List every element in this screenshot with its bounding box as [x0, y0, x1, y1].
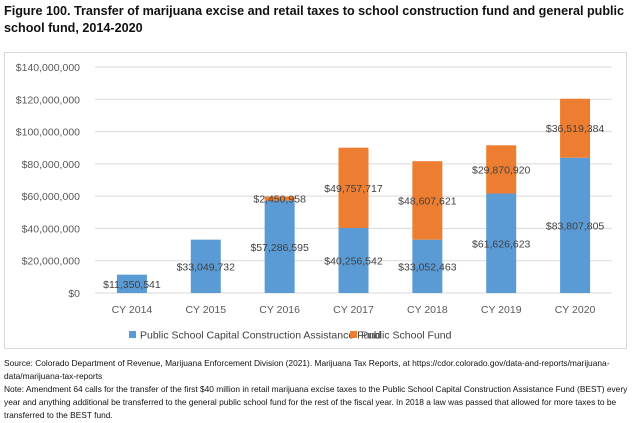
bars: [116, 98, 591, 293]
bar-public-school-fund: [338, 147, 369, 229]
data-label: $33,052,463: [398, 261, 457, 273]
data-label: $33,049,732: [177, 261, 236, 273]
y-tick-label: $100,000,000: [16, 127, 80, 139]
bar-capital-construction: [486, 193, 517, 293]
x-tick-label: CY 2016: [259, 304, 300, 316]
y-axis-ticks: $0 $20,000,000 $40,000,000 $60,000,000 $80,0…: [16, 62, 80, 300]
note-text: Note: Amendment 64 calls for the transfe…: [4, 384, 628, 420]
y-tick-label: $0: [68, 288, 80, 300]
data-labels: $11,350,541 $33,049,732 $57,286,595 $2,450,…: [103, 123, 604, 291]
bar-public-school-fund: [560, 98, 591, 158]
x-tick-label: CY 2020: [555, 304, 596, 316]
legend-label: Public School Capital Construction Assis…: [140, 330, 381, 342]
x-axis-ticks: CY 2014 CY 2015 CY 2016 CY 2017 CY 2018 CY 20…: [112, 304, 596, 316]
legend: Public School Capital Construction Assis…: [129, 330, 452, 342]
figure-title: Figure 100. Transfer of marijuana excise…: [4, 4, 625, 35]
data-label: $2,450,958: [253, 194, 306, 206]
x-tick-label: CY 2019: [481, 304, 522, 316]
data-label: $49,757,717: [324, 183, 383, 195]
bar-public-school-fund: [264, 196, 295, 201]
chart-frame: [4, 52, 627, 349]
bar-capital-construction: [560, 157, 591, 293]
data-label: $61,626,623: [472, 238, 531, 250]
bar-capital-construction: [338, 228, 369, 293]
source-text: Source: Colorado Department of Revenue, …: [4, 358, 610, 381]
x-tick-label: CY 2015: [185, 304, 226, 316]
legend-item: Public School Capital Construction Assis…: [129, 330, 381, 342]
bar-capital-construction: [264, 200, 295, 293]
bar-capital-construction: [116, 274, 147, 293]
bar-public-school-fund: [486, 145, 517, 194]
data-label: $48,607,621: [398, 195, 457, 207]
y-tick-label: $140,000,000: [16, 62, 80, 74]
data-label: $29,870,920: [472, 164, 531, 176]
x-tick-label: CY 2018: [407, 304, 448, 316]
y-tick-label: $80,000,000: [22, 159, 81, 171]
figure-notes: Source: Colorado Department of Revenue, …: [4, 357, 629, 422]
y-tick-label: $20,000,000: [22, 256, 81, 268]
legend-label: Public School Fund: [361, 330, 452, 342]
legend-item: Public School Fund: [350, 330, 452, 342]
legend-swatch: [129, 331, 136, 338]
legend-swatch: [350, 331, 357, 338]
y-tick-label: $60,000,000: [22, 191, 81, 203]
y-tick-label: $40,000,000: [22, 223, 81, 235]
bar-capital-construction: [412, 239, 443, 293]
x-tick-label: CY 2014: [112, 304, 153, 316]
data-label: $36,519,384: [546, 123, 605, 135]
stacked-bar-chart: $0 $20,000,000 $40,000,000 $60,000,000 $80,0…: [16, 62, 612, 342]
bar-capital-construction: [190, 239, 221, 293]
data-label: $83,807,805: [546, 220, 605, 232]
data-label: $11,350,541: [103, 279, 161, 291]
bar-public-school-fund: [412, 161, 443, 240]
data-label: $57,286,595: [250, 242, 309, 254]
y-tick-label: $120,000,000: [16, 94, 80, 106]
x-tick-label: CY 2017: [333, 304, 374, 316]
data-label: $40,256,542: [324, 256, 383, 268]
